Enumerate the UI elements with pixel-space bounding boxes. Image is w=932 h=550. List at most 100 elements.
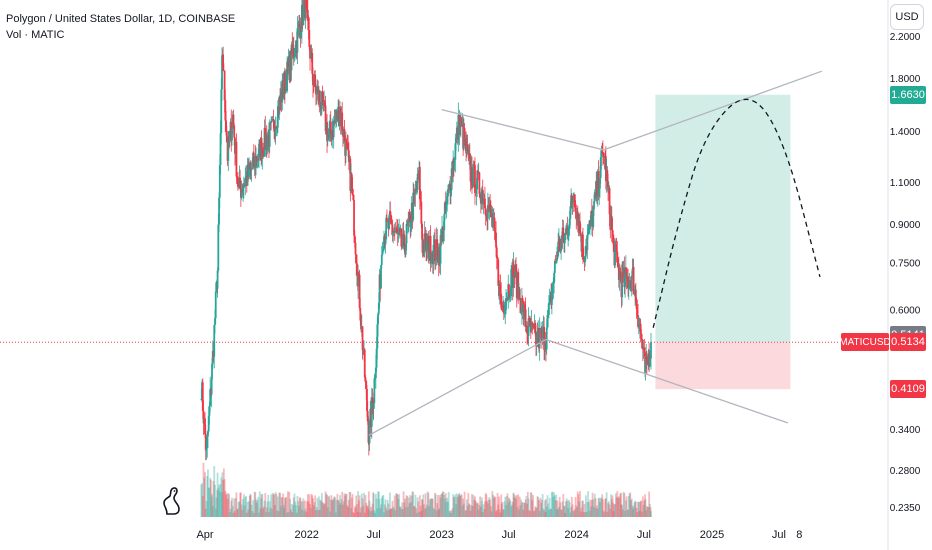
candle-body (255, 156, 257, 169)
candle-body (211, 363, 213, 380)
volume-bar (538, 511, 541, 517)
volume-bar (579, 491, 581, 517)
volume-bar (386, 510, 388, 517)
candle-body (632, 266, 635, 295)
volume-bar (347, 507, 350, 517)
volume-bar (436, 503, 439, 517)
volume-bar (346, 505, 349, 517)
candle-body (344, 140, 347, 156)
volume-bar (300, 509, 303, 517)
volume-bar (431, 498, 433, 517)
candle-body (388, 215, 391, 229)
volume-bar (238, 501, 241, 517)
volume-bar (531, 500, 534, 517)
volume-bar (210, 496, 213, 517)
candle-body (489, 204, 492, 209)
volume-bar (602, 499, 604, 517)
candle-body (564, 233, 567, 235)
candle-body (612, 239, 615, 244)
y-tick-label: 0.3400 (890, 425, 921, 436)
volume-bar (532, 495, 534, 517)
volume-bar (599, 498, 602, 517)
volume-bar (557, 509, 560, 517)
volume-bar (610, 499, 613, 517)
y-tick-label: 2.2000 (890, 32, 921, 43)
projection-curve (652, 98, 821, 328)
volume-bar (396, 494, 399, 517)
candle-body (442, 230, 445, 242)
volume-bar (385, 507, 388, 517)
candle-body (463, 128, 466, 145)
volume-bar (387, 503, 390, 517)
volume-bar (340, 498, 343, 517)
volume-bar (415, 512, 418, 517)
volume-bar (329, 499, 332, 517)
volume-bar (479, 506, 482, 517)
candle-body (205, 447, 208, 451)
volume-bar (258, 512, 260, 517)
candle-body (602, 152, 604, 154)
volume-bar (276, 510, 279, 517)
currency-button[interactable]: USD (890, 4, 924, 30)
volume-bar (541, 493, 544, 517)
volume-bar (532, 511, 535, 517)
candle-body (508, 284, 510, 298)
candle-body (648, 355, 651, 367)
candle-body (296, 28, 299, 53)
candle-body (357, 273, 359, 287)
candle-body (492, 220, 494, 226)
volume-bar (598, 497, 601, 517)
candle-body (200, 399, 203, 401)
volume-bar (622, 491, 625, 517)
candle-body (531, 322, 534, 325)
volume-bar (619, 493, 622, 517)
candle-body (375, 348, 378, 368)
volume-bar (518, 496, 521, 517)
candle-body (384, 239, 387, 245)
candle-body (312, 73, 314, 86)
candle-body (318, 91, 321, 103)
candle-body (302, 5, 305, 26)
volume-bar (226, 498, 229, 517)
volume-bar (645, 510, 648, 517)
candle-body (484, 198, 486, 209)
volume-bar (311, 495, 314, 517)
volume-bar (604, 499, 607, 517)
volume-bar (526, 491, 529, 517)
candle-body (276, 106, 279, 128)
volume-bar (440, 494, 443, 517)
candle-body (209, 389, 212, 406)
candle-body (468, 153, 471, 159)
volume-bar (438, 508, 440, 517)
candle-body (640, 333, 643, 339)
candle-body (587, 224, 590, 233)
candle-body (228, 131, 231, 143)
volume-bar (312, 498, 314, 517)
candle-body (382, 249, 385, 251)
candle-body (335, 119, 337, 121)
volume-bar (303, 510, 306, 517)
volume-bar (565, 501, 567, 517)
volume-bar (642, 504, 645, 517)
candle-body (624, 273, 626, 288)
candle-body (353, 235, 356, 243)
volume-bar (235, 492, 238, 517)
volume-bar (609, 508, 612, 517)
candle-body (319, 102, 322, 111)
candle-body (385, 217, 388, 240)
candle-body (309, 50, 312, 59)
volume-bar (413, 506, 415, 517)
volume-bar (567, 499, 570, 517)
volume-bar (620, 492, 622, 517)
candle-body (294, 54, 297, 57)
candle-body (510, 269, 513, 297)
x-tick-label: 2024 (564, 529, 588, 541)
volume-bar (401, 502, 404, 517)
candle-body (546, 315, 549, 328)
volume-bar (265, 512, 267, 517)
volume-bar (332, 497, 335, 517)
volume-bar (540, 502, 543, 517)
candle-body (357, 273, 360, 275)
